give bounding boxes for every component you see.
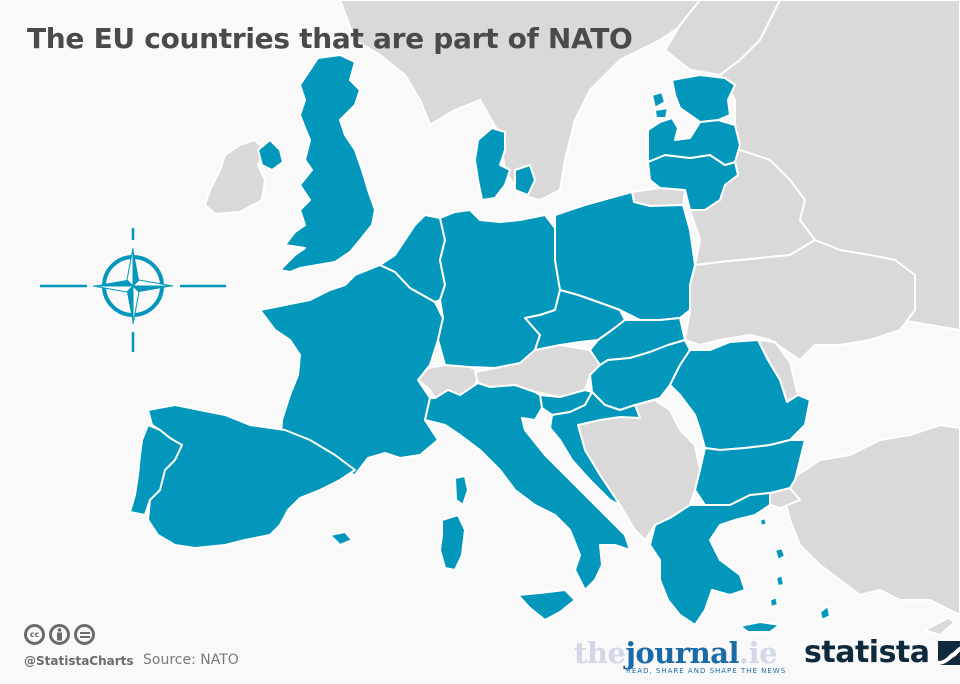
map-denmark-islands xyxy=(514,164,536,196)
map-latvia xyxy=(647,117,741,166)
map-united-kingdom xyxy=(279,54,376,273)
license-icons: cc xyxy=(24,624,95,645)
statista-wordmark: statista xyxy=(804,635,930,670)
map-corsica xyxy=(454,475,469,506)
map-greece xyxy=(649,492,771,626)
map-northern-ireland xyxy=(257,139,284,171)
map-crete xyxy=(739,621,781,633)
map-norway-sweden xyxy=(339,0,701,201)
logo-journal: journal xyxy=(625,636,740,670)
source-label: Source: NATO xyxy=(143,652,239,668)
map-estonia-islands xyxy=(651,91,669,119)
map-sicily xyxy=(517,589,576,621)
map-italy xyxy=(424,382,631,591)
chart-title: The EU countries that are part of NATO xyxy=(27,22,633,55)
statista-mark-icon xyxy=(937,641,960,665)
thejournal-logo: thejournal.ie READ, SHARE AND SHAPE THE … xyxy=(574,636,785,675)
nato-compass-icon xyxy=(40,228,226,352)
map-portugal xyxy=(129,424,183,516)
map-turkey xyxy=(784,424,960,616)
map-sardinia xyxy=(439,514,466,571)
logo-the: the xyxy=(574,636,626,670)
logo-ie: .ie xyxy=(739,636,778,670)
statista-handle: @StatistaCharts xyxy=(24,654,134,668)
map-france xyxy=(259,264,444,476)
attribution-icon xyxy=(49,624,70,645)
map-ireland xyxy=(204,139,266,215)
map-bulgaria xyxy=(694,439,806,506)
map-cyprus xyxy=(924,617,956,636)
statista-logo: statista xyxy=(804,636,960,670)
map-denmark xyxy=(474,127,511,201)
map-estonia xyxy=(671,74,736,123)
map-ukraine xyxy=(684,239,916,361)
map-balearic xyxy=(329,531,353,546)
cc-icon: cc xyxy=(24,624,45,645)
no-derivatives-icon xyxy=(74,624,95,645)
logo-tagline: READ, SHARE AND SHAPE THE NEWS xyxy=(626,667,787,675)
map-aegean-islands xyxy=(759,517,831,621)
map-croatia xyxy=(549,391,641,506)
